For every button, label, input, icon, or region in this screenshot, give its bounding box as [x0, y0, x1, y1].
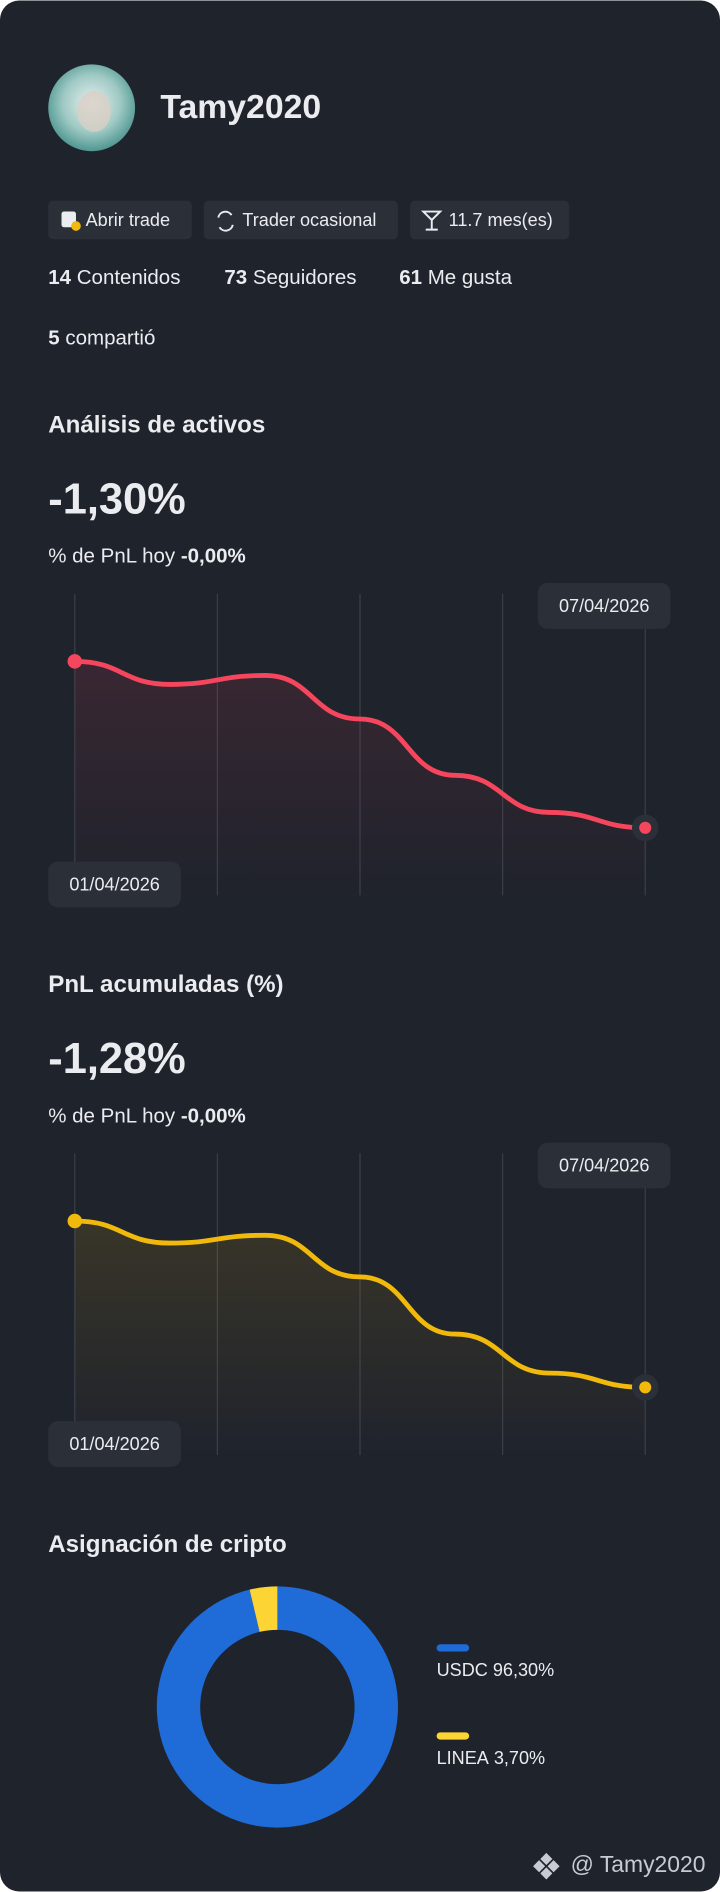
stat-label: Contenidos	[77, 266, 181, 289]
end-dot	[639, 1381, 652, 1394]
date-label: 07/04/2026	[559, 1155, 649, 1175]
line	[72, 1218, 648, 1390]
footer-handle: @ Tamy2020	[571, 1851, 706, 1877]
stat-label: Seguidores	[253, 266, 357, 289]
pnl-label: % de PnL hoy	[48, 1105, 176, 1128]
badge-label: Abrir trade	[86, 210, 170, 230]
headline-value: -1,30%	[48, 476, 186, 524]
legend-entry: LINEA 3,70%	[437, 1748, 546, 1768]
badge-icon	[420, 210, 443, 231]
end-dot	[639, 821, 652, 834]
badge-label: Trader ocasional	[242, 210, 376, 230]
badge	[203, 200, 398, 240]
section-title: PnL acumuladas (%)	[48, 971, 283, 998]
stat-value: 5	[48, 327, 59, 350]
pnl-label: % de PnL hoy	[48, 545, 176, 568]
stat: 61 Me gusta	[399, 266, 512, 289]
donut-segment	[249, 1586, 278, 1632]
badge-icon	[217, 210, 234, 232]
start-dot	[67, 654, 83, 669]
badge-label: 11.7 mes(es)	[449, 210, 553, 230]
donut-segment	[156, 1586, 398, 1828]
legend-name: LINEA	[437, 1748, 490, 1768]
legend-value: 3,70%	[494, 1748, 545, 1768]
stat-value: 14	[48, 266, 71, 289]
pnl-value: -0,00%	[181, 1105, 246, 1128]
legend-swatch	[436, 1732, 470, 1740]
stat: 5 compartió	[48, 327, 155, 350]
stat: 73 Seguidores	[224, 266, 356, 289]
avatar-face	[77, 90, 111, 132]
date-tooltip	[537, 1142, 671, 1189]
stat-value: 61	[399, 266, 422, 289]
legend-name: USDC	[437, 1660, 488, 1680]
section-title: Asignación de cripto	[48, 1531, 286, 1558]
legend-swatch	[436, 1644, 470, 1652]
badge	[48, 200, 192, 240]
legend-value: 96,30%	[493, 1660, 554, 1680]
area	[74, 1220, 646, 1455]
date-label: 07/04/2026	[559, 596, 649, 616]
section-title: Análisis de activos	[48, 412, 265, 439]
date-label: 01/04/2026	[69, 874, 159, 894]
pnl-today: % de PnL hoy -0,00%	[48, 545, 246, 568]
headline-value: -1,28%	[48, 1035, 186, 1083]
stat-label: Me gusta	[428, 266, 513, 289]
legend-entry: USDC 96,30%	[437, 1660, 555, 1680]
stat-value: 73	[224, 266, 247, 289]
badge	[410, 200, 570, 240]
start-dot	[67, 1213, 83, 1229]
username: Tamy2020	[160, 88, 321, 126]
footer-logo	[533, 1852, 560, 1880]
badge-icon	[71, 221, 81, 231]
pnl-value: -0,00%	[181, 545, 246, 568]
line	[72, 658, 648, 831]
area	[74, 661, 646, 896]
stat-label: compartió	[65, 327, 155, 350]
stat: 14 Contenidos	[48, 266, 180, 289]
pnl-today: % de PnL hoy -0,00%	[48, 1105, 246, 1128]
date-tooltip	[48, 861, 181, 908]
date-tooltip	[537, 582, 671, 629]
date-label: 01/04/2026	[69, 1434, 159, 1454]
date-tooltip	[48, 1421, 181, 1468]
